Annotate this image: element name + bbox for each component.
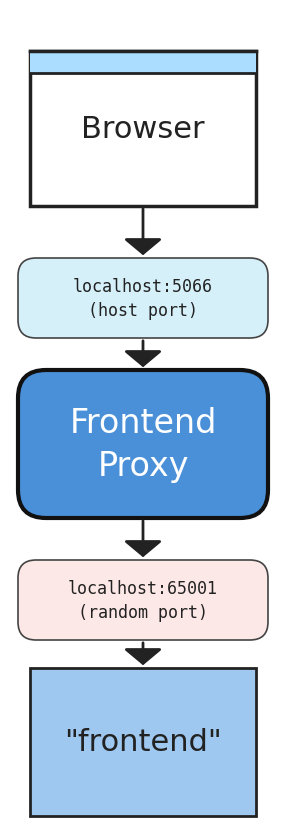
Bar <box>30 52 256 206</box>
Text: Frontend
Proxy: Frontend Proxy <box>69 406 217 482</box>
Bar <box>30 668 256 816</box>
Text: localhost:65001
(random port): localhost:65001 (random port) <box>68 579 218 621</box>
Text: Browser: Browser <box>81 115 205 144</box>
FancyBboxPatch shape <box>18 560 268 640</box>
Bar <box>30 52 256 74</box>
FancyBboxPatch shape <box>18 258 268 339</box>
FancyBboxPatch shape <box>18 370 268 518</box>
Text: "frontend": "frontend" <box>64 727 222 757</box>
Text: localhost:5066
(host port): localhost:5066 (host port) <box>73 278 213 319</box>
